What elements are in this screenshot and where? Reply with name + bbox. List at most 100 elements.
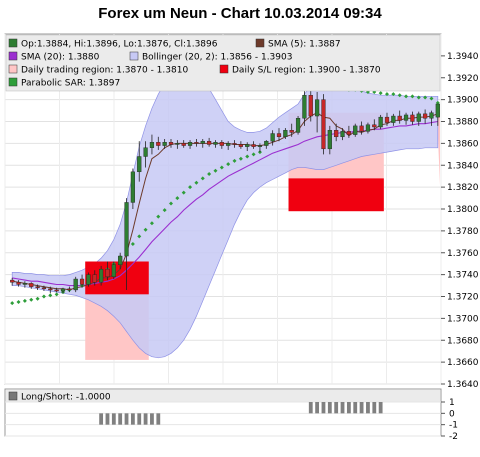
candle — [302, 90, 307, 126]
long-short-bar — [156, 413, 161, 425]
sar-dot — [232, 158, 237, 163]
candle — [99, 265, 104, 286]
candle — [213, 140, 218, 148]
y-tick-label: 1.3700 — [447, 314, 479, 324]
sub-y-tick-label: 0 — [449, 409, 455, 419]
long-short-bar — [366, 402, 370, 414]
sar-dot — [219, 165, 224, 170]
candle-body — [207, 140, 212, 145]
long-short-bar — [137, 413, 142, 425]
sar-dot — [200, 176, 205, 181]
sar-dot — [54, 292, 59, 297]
candle-body — [295, 118, 301, 133]
candle-body — [156, 142, 161, 146]
candle — [194, 139, 199, 147]
legend-daily-region: Daily trading region: 1.3870 - 1.3810 — [8, 64, 188, 76]
daily-trading-region-tail — [434, 107, 440, 185]
sar-dot — [251, 152, 256, 157]
candle — [137, 141, 142, 182]
candle-body — [334, 130, 339, 138]
candle-body — [29, 283, 34, 287]
sar-dot — [423, 95, 428, 100]
candle-body — [238, 144, 243, 147]
candle-body — [16, 282, 21, 285]
candle-body — [232, 143, 237, 145]
legend-swatch-daily-region — [8, 64, 18, 74]
candle — [181, 140, 186, 148]
sar-dot — [41, 294, 46, 299]
legend-sl-region-text: Daily S/L region: 1.3900 - 1.3870 — [232, 66, 381, 76]
sar-dot — [378, 91, 383, 96]
candle-body — [124, 202, 129, 257]
long-short-bar — [378, 402, 383, 414]
legend-swatch-sl-region — [219, 64, 229, 74]
long-short-bar — [340, 402, 345, 414]
sub-y-tick-label: -2 — [449, 432, 458, 442]
candle — [156, 136, 161, 150]
candle — [403, 112, 409, 125]
legend-sar: Parabolic SAR: 1.3897 — [8, 77, 120, 89]
candle-body — [327, 130, 332, 150]
sar-dot — [245, 154, 250, 159]
candle — [10, 277, 15, 286]
legend-sl-region: Daily S/L region: 1.3900 - 1.3870 — [219, 64, 381, 76]
candle-body — [372, 124, 377, 128]
sub-y-tick-label: 1 — [449, 398, 455, 408]
candle-body — [162, 142, 167, 146]
candle — [48, 286, 53, 294]
candle-body — [283, 130, 288, 138]
sar-dot — [22, 298, 27, 303]
y-tick-label: 1.3640 — [447, 380, 479, 390]
candle — [22, 281, 27, 288]
candle — [232, 140, 237, 148]
candle-body — [403, 114, 409, 121]
candle-body — [73, 278, 78, 291]
candle — [67, 286, 72, 293]
candle-body — [416, 113, 421, 122]
sar-dot — [404, 94, 409, 99]
long-short-bar — [321, 402, 326, 414]
candle — [143, 141, 148, 168]
sar-dot — [397, 93, 402, 98]
long-short-bar — [130, 413, 135, 425]
legend-sar-text: Parabolic SAR: 1.3897 — [21, 79, 120, 89]
y-tick-label: 1.3940 — [447, 52, 479, 62]
candle — [340, 128, 345, 141]
y-tick-label: 1.3800 — [447, 205, 479, 215]
candle-body — [67, 288, 72, 291]
candle-body — [92, 274, 97, 283]
candle — [111, 261, 116, 279]
candle — [295, 116, 301, 135]
candle — [29, 282, 34, 289]
candle — [353, 123, 358, 137]
sar-dot — [130, 242, 135, 246]
candle-body — [365, 124, 371, 132]
legend-ohlc-text: Op:1.3884, Hi:1.3896, Lo:1.3876, Cl:1.38… — [21, 40, 218, 50]
candle-body — [143, 147, 148, 157]
sar-dot — [10, 301, 15, 306]
candle — [16, 280, 21, 287]
sar-dot — [194, 180, 199, 185]
sl-region — [288, 178, 384, 212]
sar-dot — [213, 168, 218, 173]
candle-body — [60, 288, 66, 292]
legend-swatch-bollinger — [129, 51, 139, 61]
sub-legend-text: Long/Short: -1.0000 — [21, 393, 111, 403]
candle — [410, 111, 415, 125]
sar-dot — [391, 92, 396, 97]
sub-legend-swatch — [8, 391, 18, 401]
legend-bollinger: Bollinger (20, 2): 1.3856 - 1.3903 — [129, 51, 292, 63]
y-tick-label: 1.3860 — [447, 139, 479, 149]
candle-body — [213, 142, 218, 145]
candle — [92, 270, 97, 286]
candle — [435, 103, 440, 126]
candle-body — [118, 255, 123, 265]
candle — [86, 272, 91, 287]
candles — [10, 86, 440, 294]
legend-sma20: SMA (20): 1.3880 — [8, 51, 100, 63]
legend-swatch-sma20 — [8, 51, 18, 61]
candle — [149, 134, 155, 155]
long-short-bar — [334, 402, 339, 414]
candle-body — [219, 142, 224, 146]
candle — [429, 110, 434, 126]
